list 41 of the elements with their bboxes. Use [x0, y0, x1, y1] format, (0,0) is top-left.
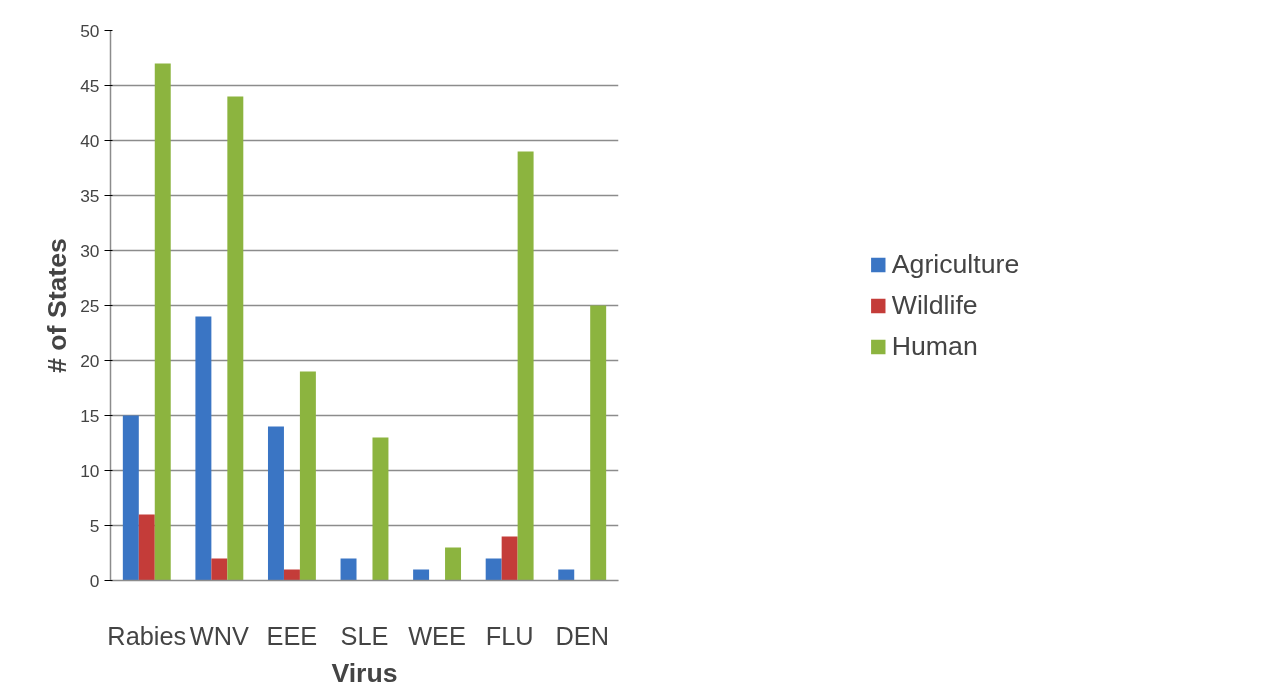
- bar: [227, 96, 244, 581]
- y-axis-title: # of States: [42, 238, 73, 373]
- y-tick-label: 20: [80, 350, 100, 371]
- y-tick-label: 0: [89, 570, 100, 591]
- x-tick-label: WEE: [408, 621, 466, 650]
- bar: [340, 558, 357, 581]
- bar: [485, 558, 502, 581]
- legend-label: Wildlife: [891, 289, 978, 321]
- bar: [501, 536, 518, 581]
- y-tick-label: 5: [89, 515, 100, 536]
- x-tick-label: EEE: [266, 621, 318, 650]
- x-tick-label: SLE: [340, 621, 389, 650]
- bar: [413, 569, 430, 581]
- y-tick-label: 40: [80, 130, 100, 151]
- bar: [283, 569, 300, 581]
- bar: [299, 371, 316, 581]
- y-tick-label: 50: [80, 20, 100, 41]
- x-tick-label: Rabies: [107, 621, 187, 650]
- bar: [122, 415, 139, 581]
- bar: [558, 569, 575, 581]
- bar: [517, 151, 534, 581]
- y-tick-label: 15: [80, 405, 100, 426]
- y-tick-label: 10: [80, 460, 100, 481]
- bar: [445, 547, 462, 581]
- x-tick-label: DEN: [555, 621, 609, 650]
- bar: [195, 316, 212, 581]
- bar: [590, 305, 607, 581]
- bar: [372, 437, 389, 581]
- legend-label: Agriculture: [891, 248, 1020, 280]
- bar: [267, 426, 284, 581]
- bar: [138, 514, 155, 581]
- y-tick-label: 45: [80, 75, 100, 96]
- x-tick-label: WNV: [189, 621, 250, 650]
- y-tick-label: 30: [80, 240, 100, 261]
- legend-label: Human: [891, 330, 978, 362]
- bar: [154, 63, 171, 581]
- y-tick-label: 25: [80, 295, 100, 316]
- x-axis-title: Virus: [331, 657, 398, 688]
- bar: [211, 558, 228, 581]
- x-tick-label: FLU: [485, 621, 534, 650]
- y-tick-label: 35: [80, 185, 100, 206]
